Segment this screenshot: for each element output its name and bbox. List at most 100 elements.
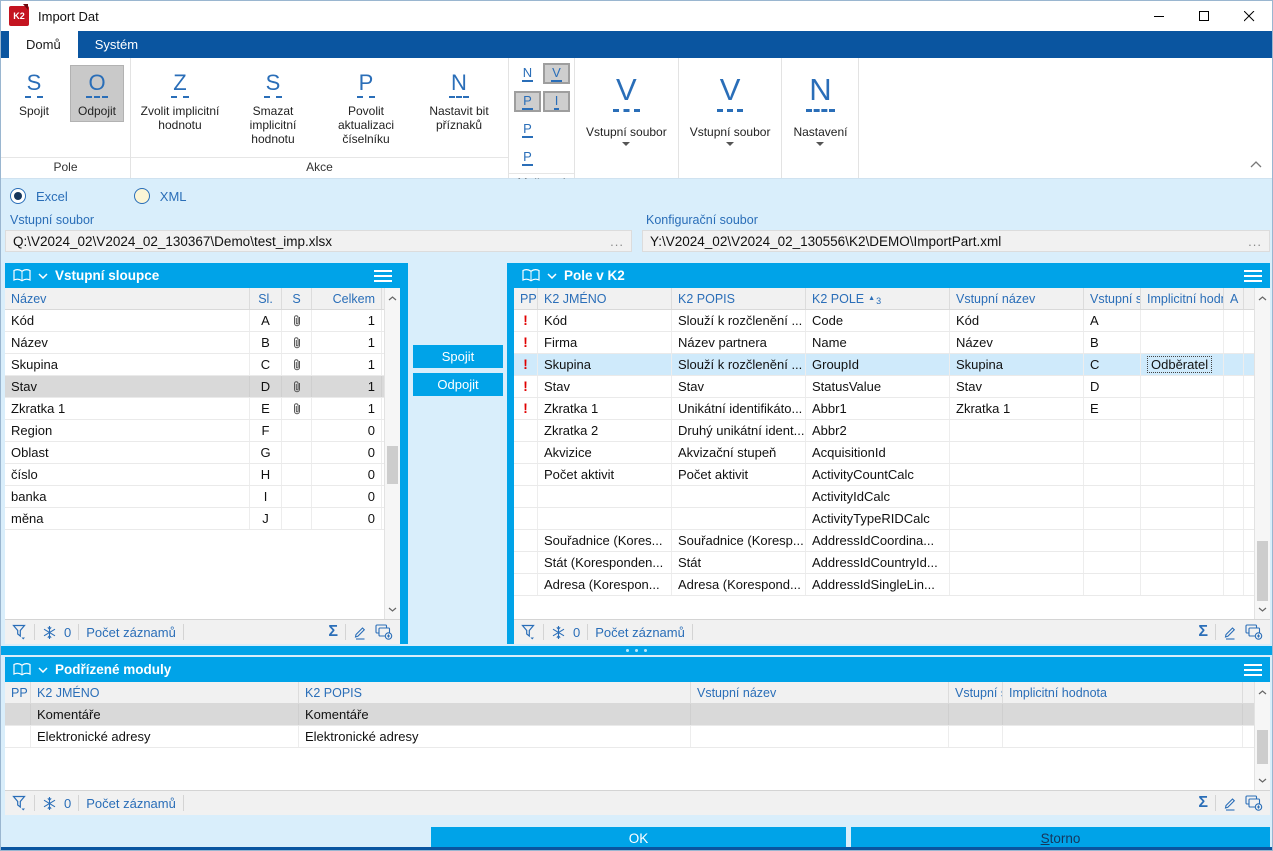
column-header-nazev[interactable]: Název	[5, 288, 250, 309]
table-row[interactable]: Akvizice Akvizační stupeň AcquisitionId	[514, 442, 1270, 464]
vertical-splitter[interactable]	[507, 263, 514, 644]
column-header-celkem[interactable]: Celkem	[312, 288, 382, 309]
sum-icon[interactable]: Σ	[1198, 794, 1208, 811]
column-header-k2-pole[interactable]: K2 POLE ▲ 3	[806, 288, 950, 309]
smazat-implicitni-button[interactable]: S Smazat implicitní hodnotu	[249, 70, 297, 146]
nastaveni-button[interactable]: N Nastavení	[782, 58, 860, 178]
odpojit-button[interactable]: O Odpojit	[70, 65, 124, 122]
scroll-up-icon[interactable]	[385, 290, 400, 306]
table-row[interactable]: ! Kód Slouží k rozčlenění ... Code Kód A	[514, 310, 1270, 332]
filter-icon[interactable]	[12, 795, 27, 811]
edit-icon[interactable]	[1223, 796, 1238, 811]
odpojit-action-button[interactable]: Odpojit	[413, 373, 503, 396]
scroll-down-icon[interactable]	[1255, 601, 1270, 617]
povolit-aktualizaci-button[interactable]: P Povolit aktualizaci číselníku	[337, 70, 395, 146]
scroll-up-icon[interactable]	[1255, 684, 1270, 700]
scrollbar-thumb[interactable]	[1257, 730, 1268, 764]
table-row[interactable]: Souřadnice (Kores... Souřadnice (Koresp.…	[514, 530, 1270, 552]
table-row[interactable]: Název B 1	[5, 332, 400, 354]
config-file-path[interactable]	[650, 233, 1241, 249]
ribbon-collapse-button[interactable]	[1250, 155, 1262, 173]
column-header-pp[interactable]: PP	[5, 682, 31, 703]
column-header-pp[interactable]: PP	[514, 288, 538, 309]
moznosti-p2-button[interactable]: P	[522, 121, 533, 138]
table-row-selected[interactable]: Stav D 1	[5, 376, 400, 398]
input-file-browse-button[interactable]: ...	[610, 233, 624, 249]
config-file-browse-button[interactable]: ...	[1248, 233, 1262, 249]
moznosti-v-button[interactable]: V	[543, 63, 570, 84]
close-button[interactable]	[1227, 1, 1272, 31]
add-record-icon[interactable]	[375, 624, 393, 640]
tab-domu[interactable]: Domů	[9, 31, 78, 58]
tab-system[interactable]: Systém	[94, 37, 139, 52]
moznosti-i-button[interactable]: I	[543, 91, 570, 112]
table-row-selected[interactable]: ! Skupina Slouží k rozčlenění ... GroupI…	[514, 354, 1270, 376]
column-header-k2-popis[interactable]: K2 POPIS	[672, 288, 806, 309]
column-header-vstupni-nazev[interactable]: Vstupní název	[950, 288, 1084, 309]
vertical-scrollbar[interactable]	[1254, 288, 1270, 619]
spojit-action-button[interactable]: Spojit	[413, 345, 503, 368]
table-row-selected[interactable]: Komentáře Komentáře	[5, 704, 1270, 726]
table-row[interactable]: ! Stav Stav StatusValue Stav D	[514, 376, 1270, 398]
nastavit-bit-button[interactable]: N Nastavit bit příznaků	[429, 70, 489, 132]
hamburger-icon[interactable]	[1244, 663, 1262, 676]
scroll-up-icon[interactable]	[1255, 290, 1270, 306]
chevron-down-icon[interactable]	[38, 666, 48, 673]
scroll-down-icon[interactable]	[385, 601, 400, 617]
column-header-sl[interactable]: Sl.	[250, 288, 282, 309]
column-header-k2-jmeno[interactable]: K2 JMÉNO	[538, 288, 672, 309]
table-row[interactable]: ! Firma Název partnera Name Název B	[514, 332, 1270, 354]
add-record-icon[interactable]	[1245, 624, 1263, 640]
column-header-a[interactable]: A	[1224, 288, 1244, 309]
table-row[interactable]: Zkratka 2 Druhý unikátní ident... Abbr2	[514, 420, 1270, 442]
hamburger-icon[interactable]	[1244, 269, 1262, 282]
table-row[interactable]: Kód A 1	[5, 310, 400, 332]
edit-icon[interactable]	[353, 625, 368, 640]
filter-icon[interactable]	[12, 624, 27, 640]
column-header-s[interactable]: S	[282, 288, 312, 309]
column-header-vstupni-sl[interactable]: Vstupní sl.	[1084, 288, 1141, 309]
snowflake-icon[interactable]	[42, 625, 57, 640]
column-header-implicitni-hodnota[interactable]: Implicitní hodnota	[1141, 288, 1224, 309]
hamburger-icon[interactable]	[374, 269, 392, 282]
sum-icon[interactable]: Σ	[328, 623, 338, 640]
chevron-down-icon[interactable]	[38, 272, 48, 279]
scrollbar-thumb[interactable]	[387, 446, 398, 484]
chevron-down-icon[interactable]	[547, 272, 557, 279]
table-row[interactable]: ActivityTypeRIDCalc	[514, 508, 1270, 530]
input-file-path[interactable]	[13, 233, 603, 249]
sum-icon[interactable]: Σ	[1198, 623, 1208, 640]
excel-radio[interactable]	[10, 188, 26, 204]
table-row[interactable]: ActivityIdCalc	[514, 486, 1270, 508]
table-row[interactable]: Skupina C 1	[5, 354, 400, 376]
column-header-k2-jmeno[interactable]: K2 JMÉNO	[31, 682, 299, 703]
moznosti-p3-button[interactable]: P	[522, 149, 533, 166]
snowflake-icon[interactable]	[42, 796, 57, 811]
table-row[interactable]: číslo H 0	[5, 464, 400, 486]
scrollbar-thumb[interactable]	[1257, 541, 1268, 601]
moznosti-n-button[interactable]: N	[521, 65, 534, 82]
spojit-button[interactable]: S Spojit	[18, 70, 50, 118]
ok-button[interactable]: OK	[431, 827, 846, 850]
table-row[interactable]: Elektronické adresy Elektronické adresy	[5, 726, 1270, 748]
scroll-down-icon[interactable]	[1255, 772, 1270, 788]
xml-radio[interactable]	[133, 188, 150, 204]
column-header-vstupni-nazev[interactable]: Vstupní název	[691, 682, 949, 703]
table-row[interactable]: měna J 0	[5, 508, 400, 530]
vertical-scrollbar[interactable]	[1254, 682, 1270, 790]
column-header-k2-popis[interactable]: K2 POPIS	[299, 682, 691, 703]
column-header-vstupni-sl[interactable]: Vstupní sl.	[949, 682, 1003, 703]
table-row[interactable]: Region F 0	[5, 420, 400, 442]
table-row[interactable]: ! Zkratka 1 Unikátní identifikáto... Abb…	[514, 398, 1270, 420]
table-row[interactable]: Zkratka 1 E 1	[5, 398, 400, 420]
edit-icon[interactable]	[1223, 625, 1238, 640]
table-row[interactable]: Stát (Koresponden... Stát AddressIdCount…	[514, 552, 1270, 574]
vstupni-soubor-button-2[interactable]: V Vstupní soubor	[679, 58, 783, 178]
table-row[interactable]: banka I 0	[5, 486, 400, 508]
table-row[interactable]: Počet aktivit Počet aktivit ActivityCoun…	[514, 464, 1270, 486]
zvolit-implicitni-button[interactable]: Z Zvolit implicitní hodnotu	[140, 70, 220, 132]
horizontal-splitter[interactable]	[1, 646, 1272, 655]
focused-cell[interactable]: Odběratel	[1141, 354, 1224, 375]
table-row[interactable]: Oblast G 0	[5, 442, 400, 464]
